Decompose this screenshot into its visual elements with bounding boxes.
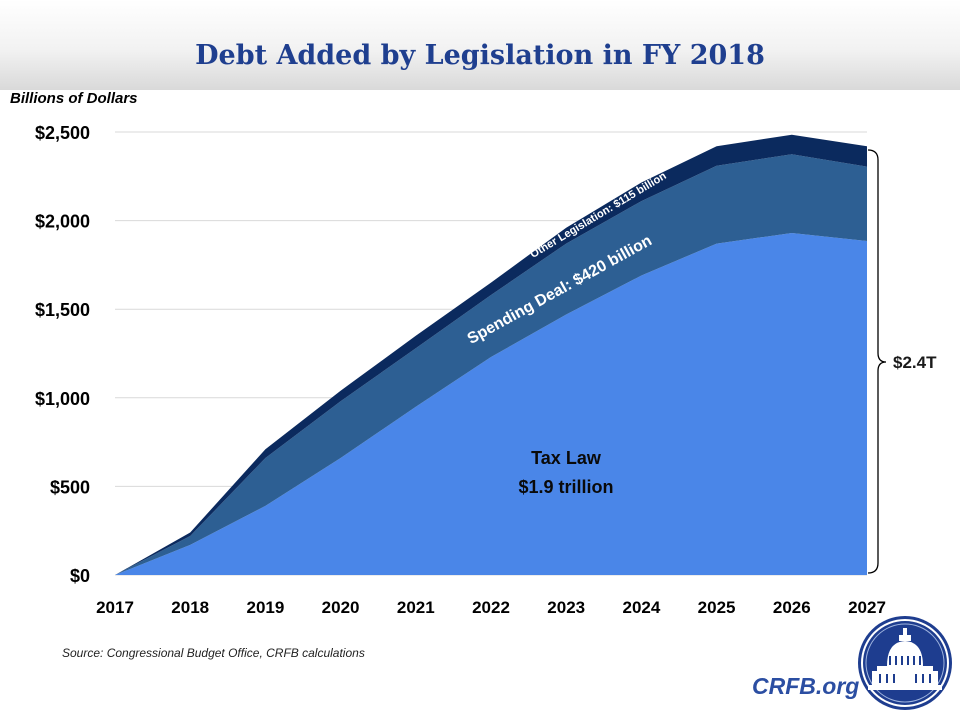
x-tick-label: 2021 (397, 598, 435, 617)
area-tax-law (115, 233, 867, 575)
area-spending-deal (115, 154, 867, 575)
area-series (115, 134, 867, 575)
header-band (0, 0, 960, 90)
y-tick-label: $1,500 (35, 300, 90, 320)
x-tick-label: 2026 (773, 598, 811, 617)
x-tick-label: 2024 (622, 598, 660, 617)
y-axis-label: Billions of Dollars (10, 90, 138, 107)
y-tick-label: $0 (70, 566, 90, 586)
x-tick-label: 2017 (96, 598, 134, 617)
y-tick-label: $500 (50, 477, 90, 497)
y-tick-labels: $0 $500 $1,000 $1,500 $2,000 $2,500 (35, 123, 90, 586)
x-tick-label: 2025 (698, 598, 736, 617)
chart-title: Debt Added by Legislation in FY 2018 (195, 40, 765, 71)
x-tick-label: 2023 (547, 598, 585, 617)
x-tick-label: 2022 (472, 598, 510, 617)
tax-law-label-line2: $1.9 trillion (518, 477, 613, 497)
x-tick-label: 2019 (246, 598, 284, 617)
x-tick-labels: 2017 2018 2019 2020 2021 2022 2023 2024 2025 2026… (96, 598, 886, 617)
x-tick-label: 2020 (322, 598, 360, 617)
total-label: $2.4T (893, 353, 937, 372)
source-note: Source: Congressional Budget Office, CRF… (62, 646, 365, 660)
tax-law-label-line1: Tax Law (531, 448, 602, 468)
y-tick-label: $2,000 (35, 212, 90, 232)
capitol-dome-icon (858, 616, 952, 710)
total-bracket (867, 149, 887, 574)
x-tick-label: 2018 (171, 598, 209, 617)
site-url[interactable]: CRFB.org (752, 673, 860, 699)
x-tick-label: 2027 (848, 598, 886, 617)
y-tick-label: $2,500 (35, 123, 90, 143)
y-tick-label: $1,000 (35, 389, 90, 409)
